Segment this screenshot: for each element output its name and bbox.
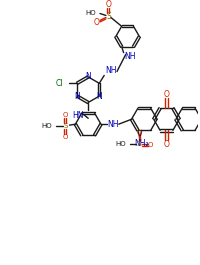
- Text: S: S: [106, 12, 111, 21]
- Text: O: O: [63, 134, 68, 140]
- Text: N: N: [74, 92, 80, 101]
- Text: O: O: [148, 142, 153, 148]
- Text: NH: NH: [105, 66, 117, 75]
- Text: HO: HO: [85, 11, 96, 16]
- Text: S: S: [137, 141, 141, 147]
- Text: NH: NH: [124, 52, 135, 61]
- Text: N: N: [85, 72, 91, 81]
- Text: O: O: [63, 112, 68, 118]
- Text: NH₂: NH₂: [135, 139, 149, 148]
- Text: O: O: [164, 140, 169, 149]
- Text: O: O: [164, 90, 169, 99]
- Text: O: O: [94, 18, 100, 27]
- Text: HO: HO: [41, 123, 52, 129]
- Text: NH: NH: [107, 120, 119, 129]
- Text: O: O: [106, 0, 112, 9]
- Text: S: S: [63, 123, 68, 129]
- Text: HN: HN: [73, 111, 84, 120]
- Text: N: N: [96, 92, 102, 101]
- Text: HO: HO: [115, 141, 126, 147]
- Text: O: O: [137, 130, 142, 136]
- Text: Cl: Cl: [56, 79, 63, 88]
